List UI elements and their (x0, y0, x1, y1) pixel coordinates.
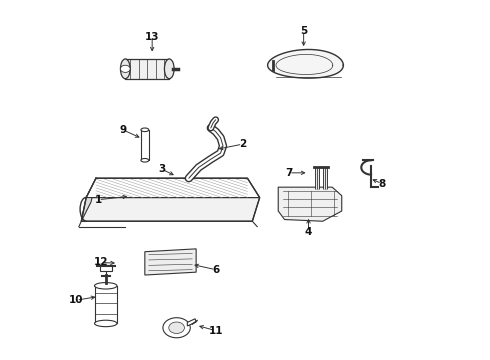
Text: 13: 13 (145, 32, 159, 41)
Text: 12: 12 (94, 257, 108, 267)
Text: 3: 3 (158, 164, 166, 174)
Text: 5: 5 (300, 26, 307, 36)
Text: 1: 1 (95, 195, 102, 205)
Polygon shape (86, 178, 260, 198)
Bar (95, 286, 117, 323)
Polygon shape (81, 178, 96, 221)
Polygon shape (86, 178, 260, 198)
Ellipse shape (141, 128, 149, 132)
Circle shape (121, 65, 130, 72)
Ellipse shape (165, 59, 174, 79)
Polygon shape (278, 187, 342, 221)
Polygon shape (187, 319, 196, 326)
Ellipse shape (121, 59, 130, 79)
Text: 9: 9 (119, 125, 126, 135)
Polygon shape (145, 249, 196, 275)
Ellipse shape (141, 158, 149, 162)
Bar (141, 130, 149, 160)
Circle shape (169, 322, 184, 333)
Bar (125, 59, 169, 79)
Bar (100, 265, 112, 271)
Text: 8: 8 (378, 179, 386, 189)
Text: 7: 7 (285, 168, 293, 178)
Ellipse shape (95, 283, 117, 289)
Text: 4: 4 (305, 227, 312, 237)
Polygon shape (268, 49, 343, 78)
Text: 11: 11 (208, 325, 223, 336)
Circle shape (163, 318, 190, 338)
Ellipse shape (95, 320, 117, 327)
Text: 6: 6 (212, 265, 220, 275)
Text: 2: 2 (239, 139, 246, 149)
Text: 10: 10 (69, 295, 84, 305)
Polygon shape (81, 198, 260, 221)
